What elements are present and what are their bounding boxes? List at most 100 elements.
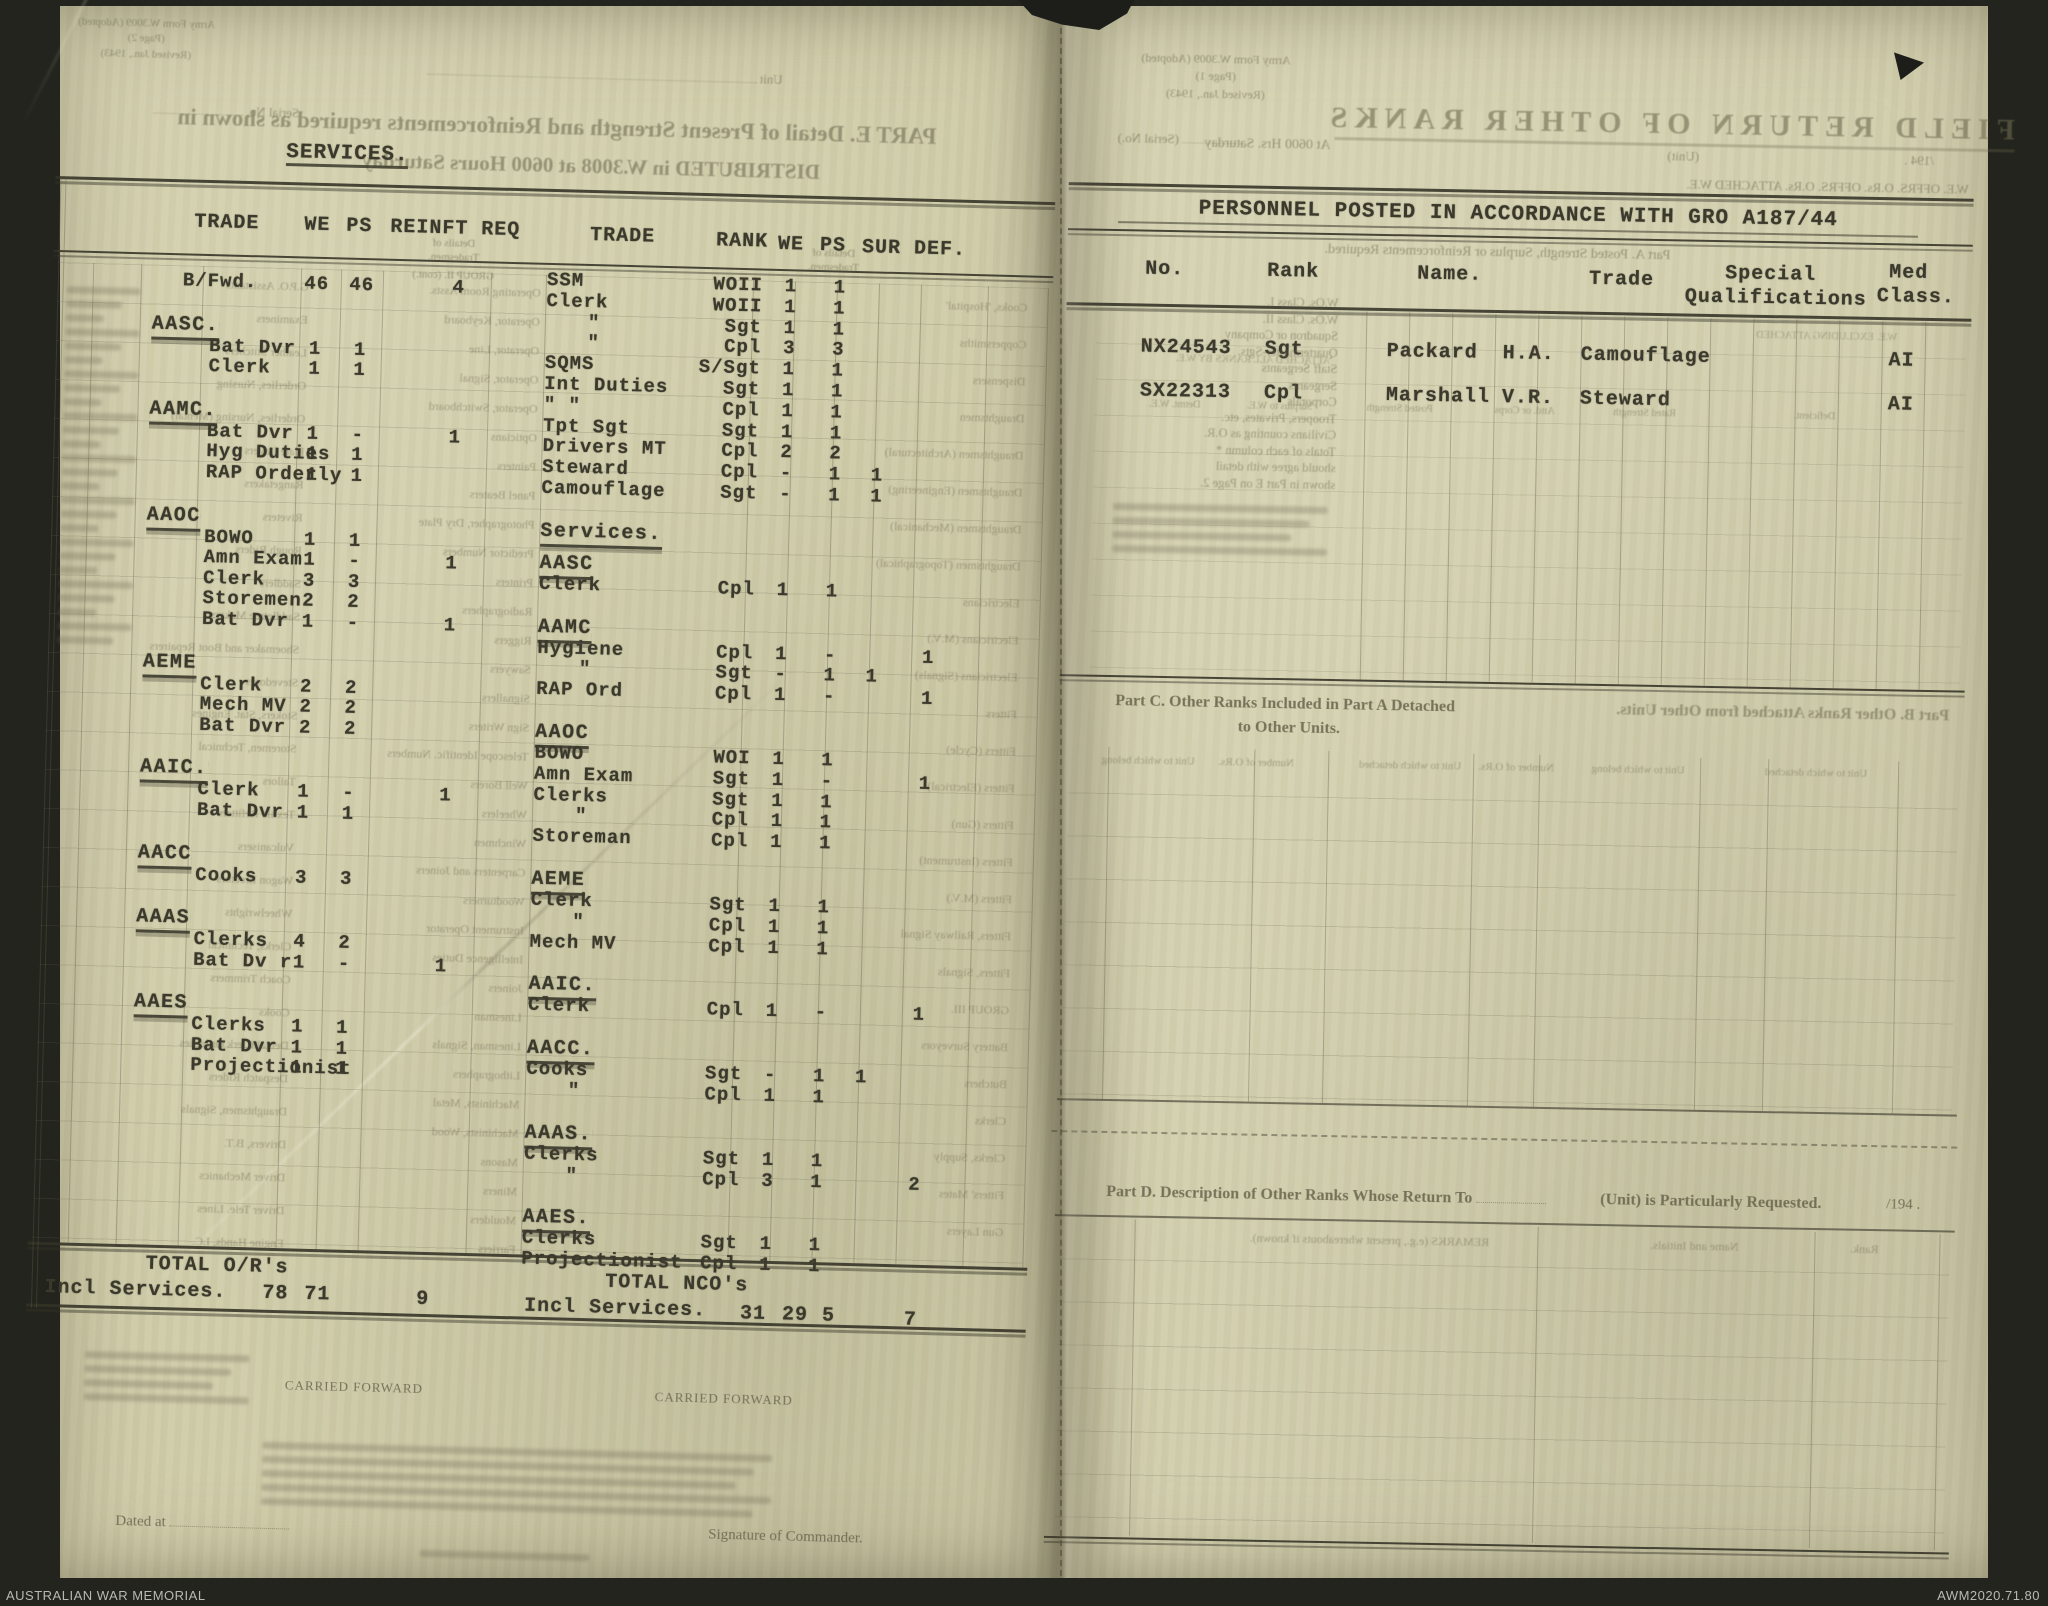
cell: Cpl bbox=[710, 829, 749, 853]
or-total-ps: 71 bbox=[304, 1282, 331, 1307]
cell bbox=[858, 383, 901, 405]
cell bbox=[844, 899, 887, 921]
cell: 1 bbox=[438, 784, 452, 807]
cell: Projectionist bbox=[521, 1247, 683, 1274]
bleed-details-note: Details of Tradesmen. bbox=[807, 246, 860, 275]
bleed-part-e-heading: PART E. Detail of Present Strength and R… bbox=[177, 104, 937, 149]
left-page: Army Form W.3009 (Adopted) (Page 2) (Rev… bbox=[20, 0, 1062, 1578]
cell bbox=[897, 488, 968, 511]
cell: 1 bbox=[763, 1084, 777, 1108]
col-header-trade2: TRADE bbox=[589, 223, 656, 249]
cell: Bat Dvr bbox=[196, 798, 285, 824]
bleed-print-line bbox=[58, 608, 97, 617]
cell bbox=[846, 835, 889, 857]
services-heading: SERVICES. bbox=[285, 140, 409, 170]
cell: 1 bbox=[301, 610, 315, 633]
cell: Cpl bbox=[714, 682, 753, 706]
roster-col-no: No. bbox=[1144, 257, 1185, 282]
roster-col-name: Name. bbox=[1416, 262, 1483, 287]
cell bbox=[899, 426, 970, 449]
cell: 1 bbox=[773, 684, 787, 707]
cell: 1 bbox=[830, 401, 844, 424]
paper-texture bbox=[1062, 6, 1988, 1578]
cell bbox=[843, 940, 886, 962]
or-total-label2: Incl Services. bbox=[44, 1276, 227, 1304]
cell: B/Fwd. bbox=[182, 269, 258, 294]
perforation-line bbox=[1051, 1129, 1958, 1149]
cell: Cooks bbox=[195, 863, 258, 887]
bleed-form-stamp: Army Form W.3009 (Adopted) (Page 1) (Revis… bbox=[1141, 50, 1291, 102]
bleed-print-line bbox=[59, 566, 98, 575]
cell: Bat Dvr bbox=[201, 607, 290, 633]
cell: 1 bbox=[781, 399, 795, 423]
cell bbox=[835, 1237, 878, 1259]
bleed-label: Unit to which belong bbox=[1591, 762, 1685, 777]
cell bbox=[371, 720, 418, 742]
col-header-trade: TRADE bbox=[194, 210, 260, 236]
bleed-rank-labels: W.Os. Class I. W.Os. Class II. Squadron or… bbox=[1111, 293, 1339, 495]
cell bbox=[835, 1258, 878, 1280]
cell bbox=[900, 384, 971, 407]
cell bbox=[369, 785, 416, 807]
cell bbox=[374, 614, 421, 636]
bleed-footnotes bbox=[260, 1441, 783, 1526]
cell bbox=[859, 321, 902, 343]
cell: 1 bbox=[809, 1170, 823, 1193]
cell bbox=[378, 447, 425, 469]
cell: 1 bbox=[869, 485, 883, 508]
bleed-notes bbox=[1112, 503, 1343, 563]
cell bbox=[885, 941, 956, 964]
cell: 3 bbox=[761, 1169, 774, 1192]
cell: 1 bbox=[818, 832, 832, 855]
cell: 2 bbox=[343, 717, 357, 740]
cell bbox=[898, 446, 969, 469]
cell: 1 bbox=[812, 1085, 826, 1109]
cell: - bbox=[814, 1001, 828, 1024]
cell: Clerk bbox=[208, 355, 271, 379]
cell bbox=[369, 805, 416, 827]
bleed-label: Driver Mechanics bbox=[198, 1168, 286, 1185]
cell: Projectionist bbox=[190, 1054, 352, 1081]
paper-texture bbox=[60, 6, 1062, 1578]
rule bbox=[55, 175, 1056, 206]
right-page: Army Form W.3009 (Adopted) (Page 1) (Revis… bbox=[1043, 6, 2015, 1578]
roster-col-special: Special bbox=[1724, 262, 1817, 287]
carried-forward-label: CARRIED FORWARD bbox=[284, 1377, 424, 1396]
cell: 3 bbox=[294, 865, 308, 889]
cell bbox=[844, 920, 887, 942]
bleed-print-line bbox=[57, 636, 114, 645]
bleed-form-title: FIELD RETURN OF OTHER RANKS bbox=[1323, 101, 2015, 153]
bleed-label: Masons bbox=[480, 1154, 519, 1170]
cell: RAP Ord bbox=[536, 677, 624, 703]
bleed-print-line bbox=[58, 580, 133, 590]
bleed-print-line bbox=[83, 1379, 214, 1390]
bleed-print-line bbox=[1112, 545, 1328, 556]
cell: 1 bbox=[921, 646, 935, 669]
cell bbox=[902, 301, 973, 324]
cell bbox=[859, 341, 902, 363]
bleed-details-note: Details of Tradesmen. bbox=[427, 236, 480, 265]
cell bbox=[900, 363, 971, 386]
bleed-print-line bbox=[1112, 531, 1292, 542]
roster-col-med: Med bbox=[1889, 261, 1929, 285]
nco-total-we: 31 bbox=[739, 1302, 767, 1326]
cell bbox=[899, 405, 970, 428]
cell: 1 bbox=[765, 1000, 779, 1023]
bleed-print-line bbox=[66, 286, 141, 296]
bleed-year-label: /194 . bbox=[1904, 152, 1935, 169]
bleed-form-stamp-line: (Page 2) bbox=[127, 32, 165, 46]
cell: 1 bbox=[305, 463, 319, 486]
cell bbox=[408, 1062, 469, 1084]
bleed-label: Miners bbox=[482, 1183, 518, 1199]
cell: 1 bbox=[854, 1066, 868, 1089]
cell bbox=[375, 553, 422, 575]
nco-total-label2: Incl Services. bbox=[523, 1294, 707, 1323]
cell bbox=[895, 584, 966, 607]
cell: 1 bbox=[445, 552, 459, 575]
nco-total-sur: 5 bbox=[821, 1304, 836, 1328]
cell: 1 bbox=[825, 580, 839, 603]
cell bbox=[847, 814, 890, 836]
cell: RAP Orderly bbox=[205, 460, 343, 487]
cell bbox=[901, 322, 972, 345]
